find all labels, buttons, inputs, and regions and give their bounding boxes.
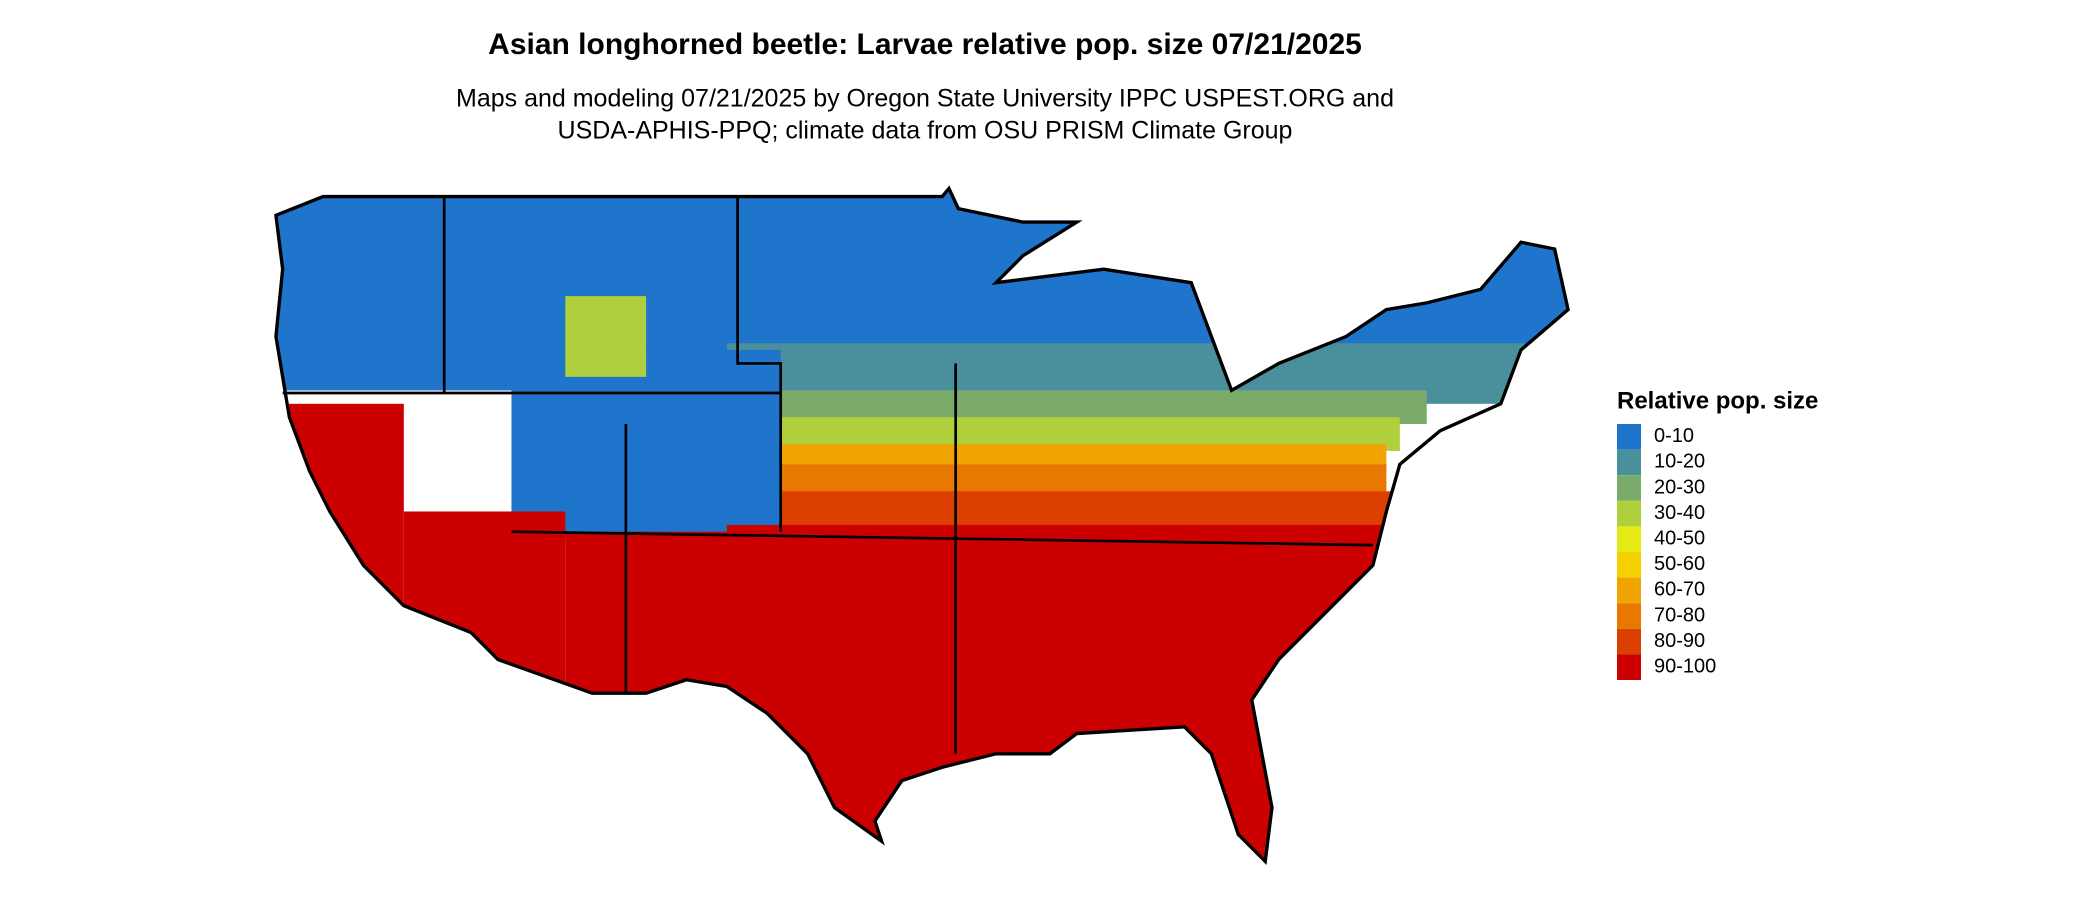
legend-swatch [1617,577,1641,604]
legend-label: 90-100 [1654,655,1716,677]
title: Asian longhorned beetle: Larvae relative… [488,28,1362,61]
legend-title: Relative pop. size [1617,387,1818,414]
legend-label: 0-10 [1654,425,1694,447]
legend-label: 10-20 [1654,451,1705,473]
legend-label: 40-50 [1654,527,1705,549]
legend-label: 80-90 [1654,630,1705,652]
legend-swatch [1617,449,1641,476]
map [274,185,1570,866]
legend-swatch [1617,526,1641,552]
legend-label: 50-60 [1654,553,1705,575]
subtitle: Maps and modeling 07/21/2025 by Oregon S… [456,85,1394,113]
legend-label: 60-70 [1654,579,1705,601]
legend-label: 30-40 [1654,502,1705,524]
legend-swatch [1617,475,1641,501]
legend-swatch [1617,552,1641,578]
legend-swatch [1617,654,1641,680]
subtitle: USDA-APHIS-PPQ; climate data from OSU PR… [558,117,1293,145]
legend-label: 70-80 [1654,604,1705,626]
legend-label: 20-30 [1654,476,1705,498]
legend-swatch [1617,424,1641,450]
legend-swatch [1617,603,1641,629]
legend-swatch [1617,628,1641,655]
legend-swatch [1617,500,1641,527]
